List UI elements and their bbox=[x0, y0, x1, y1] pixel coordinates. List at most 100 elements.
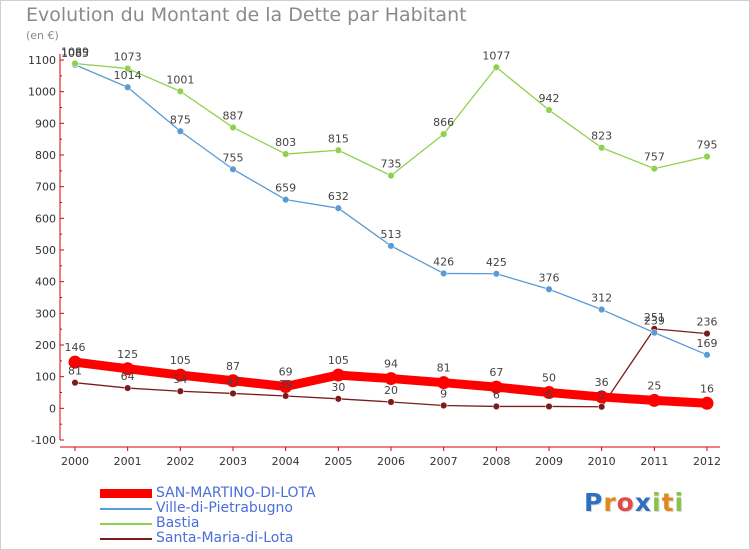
data-point-bastia bbox=[387, 172, 395, 180]
legend-label-santa-maria: Santa-Maria-di-Lota bbox=[156, 530, 294, 546]
data-point-san-martino-di-lota bbox=[647, 393, 661, 407]
data-label-santa-maria-di-lota: 54 bbox=[173, 373, 187, 386]
data-point-san-martino-di-lota bbox=[279, 379, 293, 393]
data-point-santa-maria-di-lota bbox=[598, 403, 606, 411]
data-point-bastia bbox=[650, 165, 658, 173]
legend-item-pietrabugno: Ville-di-Pietrabugno bbox=[100, 500, 400, 516]
data-label-san-martino-di-lota: 69 bbox=[279, 365, 293, 378]
y-tick-label: 800 bbox=[35, 149, 56, 162]
data-point-ville-di-pietrabugno bbox=[545, 285, 553, 293]
y-tick-label: 1100 bbox=[28, 54, 56, 67]
data-point-santa-maria-di-lota bbox=[703, 330, 711, 338]
data-point-bastia bbox=[71, 59, 79, 68]
data-point-ville-di-pietrabugno bbox=[598, 305, 606, 314]
data-label-santa-maria-di-lota: 6 bbox=[546, 388, 553, 401]
logo-letter: t bbox=[661, 488, 675, 517]
data-point-san-martino-di-lota bbox=[595, 390, 609, 404]
data-point-santa-maria-di-lota bbox=[440, 401, 448, 410]
data-label-santa-maria-di-lota: 47 bbox=[226, 375, 240, 388]
x-tick-label: 2005 bbox=[324, 455, 352, 468]
data-point-san-martino-di-lota bbox=[700, 396, 714, 410]
data-label-ville-di-pietrabugno: 659 bbox=[275, 182, 296, 195]
data-point-bastia bbox=[229, 123, 237, 131]
chart-legend: SAN-MARTINO-DI-LOTA Ville-di-Pietrabugno… bbox=[100, 485, 400, 546]
x-tick-label: 2002 bbox=[166, 455, 194, 468]
y-tick-label: 400 bbox=[35, 276, 56, 289]
legend-item-santa-maria: Santa-Maria-di-Lota bbox=[100, 530, 400, 546]
x-tick-label: 2010 bbox=[588, 455, 616, 468]
legend-label-bastia: Bastia bbox=[156, 515, 200, 531]
data-label-ville-di-pietrabugno: 239 bbox=[644, 315, 665, 328]
data-label-ville-di-pietrabugno: 1085 bbox=[61, 47, 89, 60]
data-point-san-martino-di-lota bbox=[542, 386, 556, 399]
data-point-santa-maria-di-lota bbox=[282, 392, 290, 400]
data-point-bastia bbox=[703, 153, 711, 161]
data-label-san-martino-di-lota: 105 bbox=[170, 354, 191, 367]
data-point-ville-di-pietrabugno bbox=[124, 83, 132, 91]
y-tick-label: -100 bbox=[31, 434, 56, 447]
data-point-bastia bbox=[176, 87, 184, 95]
x-tick-label: 2012 bbox=[693, 455, 721, 468]
logo-letter: i bbox=[674, 488, 685, 517]
data-label-san-martino-di-lota: 105 bbox=[328, 354, 349, 367]
data-label-bastia: 887 bbox=[223, 109, 244, 122]
data-label-bastia: 795 bbox=[697, 139, 718, 152]
data-label-san-martino-di-lota: 94 bbox=[384, 358, 398, 371]
x-tick-label: 2001 bbox=[114, 455, 142, 468]
x-tick-label: 2009 bbox=[535, 455, 563, 468]
chart-unit-label: (en €) bbox=[26, 29, 59, 42]
data-point-san-martino-di-lota bbox=[121, 362, 135, 376]
data-point-san-martino-di-lota bbox=[68, 355, 82, 369]
data-label-bastia: 1089 bbox=[61, 45, 89, 58]
data-label-san-martino-di-lota: 16 bbox=[700, 382, 714, 395]
y-tick-label: 0 bbox=[49, 402, 56, 415]
data-point-bastia bbox=[440, 130, 448, 138]
data-point-santa-maria-di-lota bbox=[124, 384, 132, 392]
data-point-santa-maria-di-lota bbox=[334, 395, 342, 403]
x-tick-label: 2003 bbox=[219, 455, 247, 468]
data-label-santa-maria-di-lota: 251 bbox=[644, 311, 665, 324]
data-label-san-martino-di-lota: 67 bbox=[489, 366, 503, 379]
legend-label-san-martino: SAN-MARTINO-DI-LOTA bbox=[156, 485, 316, 501]
x-tick-label: 2004 bbox=[272, 455, 300, 468]
data-label-ville-di-pietrabugno: 755 bbox=[223, 151, 244, 164]
data-point-ville-di-pietrabugno bbox=[229, 165, 237, 173]
logo-letter: i bbox=[652, 488, 662, 517]
legend-swatch-bastia bbox=[100, 523, 152, 525]
data-point-bastia bbox=[598, 144, 606, 152]
legend-swatch-san-martino bbox=[100, 489, 152, 498]
y-tick-label: 900 bbox=[35, 117, 56, 130]
data-label-santa-maria-di-lota: 20 bbox=[384, 384, 398, 397]
data-label-ville-di-pietrabugno: 169 bbox=[697, 337, 718, 350]
data-point-san-martino-di-lota bbox=[437, 376, 451, 390]
data-point-bastia bbox=[282, 150, 290, 158]
x-tick-label: 2000 bbox=[61, 455, 89, 468]
data-label-bastia: 866 bbox=[433, 116, 454, 129]
data-point-santa-maria-di-lota bbox=[229, 389, 237, 398]
data-label-ville-di-pietrabugno: 1014 bbox=[114, 69, 142, 82]
data-label-santa-maria-di-lota: 81 bbox=[68, 365, 82, 378]
data-point-ville-di-pietrabugno bbox=[703, 351, 711, 359]
data-label-san-martino-di-lota: 25 bbox=[647, 379, 661, 392]
data-point-san-martino-di-lota bbox=[173, 368, 187, 382]
data-point-ville-di-pietrabugno bbox=[440, 269, 448, 277]
data-label-bastia: 1073 bbox=[114, 51, 142, 64]
data-label-san-martino-di-lota: 146 bbox=[65, 341, 86, 354]
data-point-bastia bbox=[545, 106, 553, 114]
data-label-bastia: 1001 bbox=[166, 73, 194, 86]
data-point-bastia bbox=[492, 63, 500, 71]
data-label-ville-di-pietrabugno: 426 bbox=[433, 255, 454, 268]
data-point-ville-di-pietrabugno bbox=[334, 204, 342, 212]
data-label-santa-maria-di-lota: 9 bbox=[440, 387, 447, 400]
data-point-ville-di-pietrabugno bbox=[282, 196, 290, 204]
legend-swatch-pietrabugno bbox=[100, 508, 152, 510]
data-point-san-martino-di-lota bbox=[489, 380, 503, 394]
data-point-santa-maria-di-lota bbox=[545, 402, 553, 410]
data-label-santa-maria-di-lota: 30 bbox=[331, 381, 345, 394]
data-label-san-martino-di-lota: 87 bbox=[226, 360, 240, 373]
data-label-bastia: 735 bbox=[381, 158, 402, 171]
data-point-santa-maria-di-lota bbox=[176, 387, 184, 395]
legend-swatch-santa-maria bbox=[100, 538, 152, 540]
